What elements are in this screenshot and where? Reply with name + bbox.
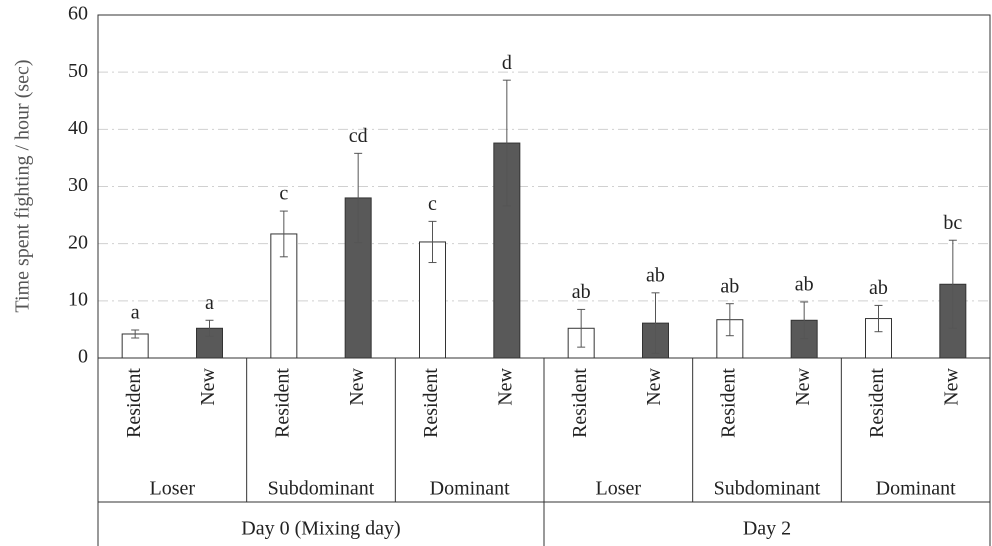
significance-label: a bbox=[205, 292, 214, 314]
y-tick-label: 50 bbox=[68, 60, 88, 82]
x-tick-label: Resident bbox=[569, 368, 591, 438]
group-label: Dominant bbox=[876, 478, 956, 500]
y-tick-label: 0 bbox=[78, 346, 88, 368]
significance-label: ab bbox=[720, 275, 739, 297]
significance-label: ab bbox=[869, 277, 888, 299]
significance-label: a bbox=[131, 302, 140, 324]
y-tick-label: 10 bbox=[68, 288, 88, 310]
x-tick-label: Resident bbox=[271, 368, 293, 438]
group-label: Dominant bbox=[430, 478, 510, 500]
y-tick-label: 20 bbox=[68, 231, 88, 253]
x-tick-label: New bbox=[346, 367, 368, 405]
group-label: Loser bbox=[150, 478, 196, 500]
group-label: Subdominant bbox=[714, 478, 821, 500]
day-label: Day 0 (Mixing day) bbox=[241, 518, 400, 540]
significance-label: d bbox=[502, 52, 512, 74]
group-label: Subdominant bbox=[268, 478, 375, 500]
significance-label: ab bbox=[795, 274, 814, 296]
y-axis-title: Time spent fighting / hour (sec) bbox=[12, 59, 34, 312]
y-tick-label: 40 bbox=[68, 117, 88, 139]
group-label: Loser bbox=[596, 478, 642, 500]
significance-label: c bbox=[428, 193, 437, 215]
x-tick-label: New bbox=[494, 367, 516, 405]
y-tick-label: 60 bbox=[68, 3, 88, 25]
significance-label: ab bbox=[646, 264, 665, 286]
significance-label: bc bbox=[943, 212, 962, 234]
x-tick-label: Resident bbox=[123, 368, 145, 438]
x-tick-label: Resident bbox=[866, 368, 888, 438]
x-tick-label: New bbox=[940, 367, 962, 405]
significance-label: cd bbox=[349, 125, 368, 147]
x-tick-label: New bbox=[643, 367, 665, 405]
x-tick-label: New bbox=[197, 367, 219, 405]
x-tick-label: Resident bbox=[420, 368, 442, 438]
x-tick-label: New bbox=[792, 367, 814, 405]
significance-label: c bbox=[279, 183, 288, 205]
x-tick-label: Resident bbox=[717, 368, 739, 438]
significance-label: ab bbox=[572, 281, 591, 303]
day-label: Day 2 bbox=[743, 518, 791, 540]
y-tick-label: 30 bbox=[68, 174, 88, 196]
